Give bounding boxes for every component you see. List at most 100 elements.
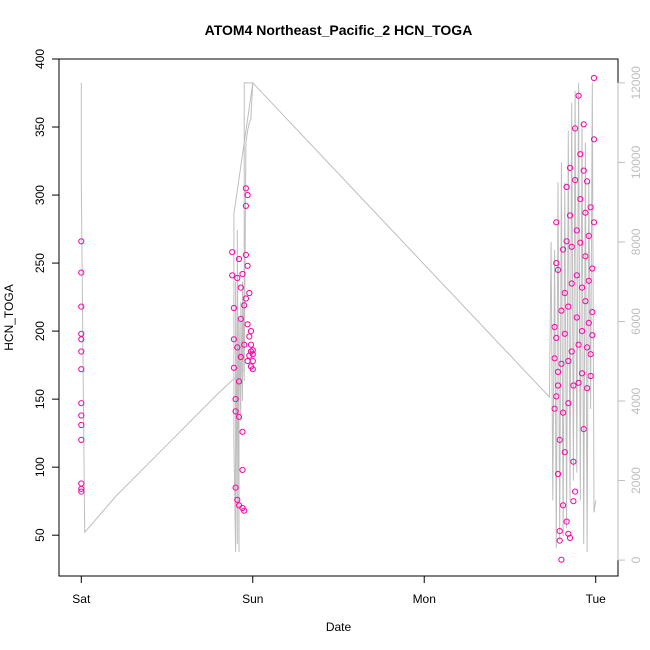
data-point [78,269,85,276]
line-series [80,81,597,553]
y-tick-label: 200 [33,321,47,341]
data-point [585,277,592,284]
data-point [560,502,567,509]
data-point [587,204,594,211]
y-axis: 50 100 150 200 250 300 350 400 [33,49,60,542]
data-point [249,357,256,365]
data-point [561,330,568,337]
data-point [234,344,241,351]
data-point [568,348,575,355]
data-point [590,74,598,82]
data-point [575,341,582,348]
data-point [568,280,575,287]
y-tick-label: 50 [33,528,47,542]
data-point [572,177,579,184]
data-point [563,238,570,245]
y2-tick-label: 2000 [629,467,643,494]
data-point [589,265,596,272]
data-point [78,303,85,310]
data-point [554,470,562,478]
data-point [565,400,572,407]
data-point [230,364,237,371]
data-point [560,409,567,416]
y2-tick-label: 4000 [629,387,643,414]
data-point [78,485,85,492]
x-tick-label: Sat [72,592,91,606]
y2-tick-label: 0 [629,556,643,563]
data-point [572,488,579,495]
data-point [78,436,85,443]
data-point [551,323,558,331]
data-point [551,355,558,362]
data-point [575,379,582,386]
data-point [246,289,253,297]
data-point [78,238,85,245]
x-tick-label: Sun [242,592,263,606]
y2-axis: 0 2000 4000 6000 8000 10000 12000 [617,66,643,563]
data-point [582,298,589,305]
data-point [577,196,584,203]
data-point [590,219,598,226]
data-point [589,332,596,339]
y-tick-label: 300 [33,185,47,205]
data-point [244,357,251,365]
data-point [239,428,246,435]
data-point [249,347,256,354]
data-point [242,295,249,302]
data-point [239,270,246,278]
data-point [241,507,248,514]
data-point [587,372,594,380]
x-axis: Sat Sun Mon Tue [72,575,606,606]
data-point [249,366,256,373]
data-point [553,260,560,267]
data-point [566,534,574,542]
y2-tick-label: 10000 [629,145,643,179]
data-point [242,251,249,258]
data-point [575,92,582,99]
data-point [565,357,572,365]
data-point [558,556,565,563]
data-point [582,209,589,216]
data-point [563,518,570,525]
y-tick-label: 400 [33,49,47,69]
data-point [229,272,236,279]
y2-tick-label: 6000 [629,308,643,335]
data-point [558,360,565,367]
data-point [578,370,586,377]
data-point [560,246,567,253]
data-point [241,302,248,309]
data-point [580,426,587,433]
data-point [554,266,562,273]
y-tick-label: 150 [33,389,47,409]
data-point [584,385,591,392]
data-point [585,319,592,326]
data-point [237,353,244,361]
data-point [241,341,248,348]
data-point [568,243,575,250]
data-point [78,366,85,373]
data-point [237,284,244,291]
data-point [249,351,256,358]
chart-title: ATOM4 Northeast_Pacific_2 HCN_TOGA [205,22,473,38]
data-point [570,458,577,465]
data-point [577,239,584,246]
data-point [558,307,565,314]
data-point [570,382,577,389]
data-point [78,348,85,355]
data-point [582,253,589,260]
data-point [244,262,251,269]
data-point [553,393,560,400]
data-point [561,449,568,456]
data-point [565,303,572,310]
data-point [232,484,239,491]
data-point [78,488,85,495]
data-point [580,167,587,174]
data-point [590,136,598,143]
data-point [244,321,251,328]
data-point [235,378,243,385]
data-point [237,315,244,322]
data-point [561,289,568,297]
y2-tick-label: 8000 [629,228,643,255]
data-point [554,382,562,389]
